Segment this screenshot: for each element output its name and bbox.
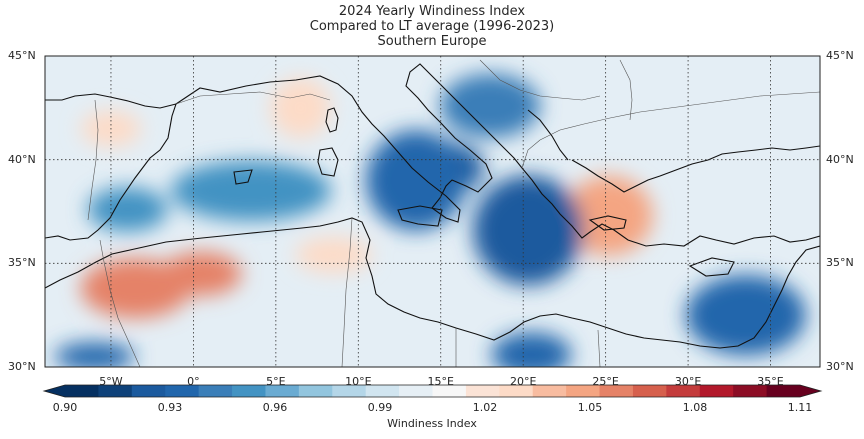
lat-label-left: 40°N bbox=[8, 152, 36, 166]
colorbar-extend-low bbox=[44, 385, 65, 397]
lat-label-right: 40°N bbox=[826, 152, 854, 166]
anomaly-blob bbox=[161, 251, 242, 296]
lon-label: 20°E bbox=[509, 375, 537, 388]
colorbar-swatch bbox=[131, 385, 166, 397]
title-block: 2024 Yearly Windiness Index Compared to … bbox=[0, 4, 864, 49]
anomaly-blob bbox=[87, 187, 168, 232]
lon-label: 5°W bbox=[99, 375, 123, 388]
lon-label: 10°E bbox=[345, 375, 372, 388]
colorbar-swatch bbox=[65, 385, 99, 397]
lon-label: 35°E bbox=[757, 375, 784, 388]
colorbar-label: Windiness Index bbox=[387, 417, 477, 430]
lat-label-right: 35°N bbox=[826, 256, 854, 270]
colorbar-tick-label: 0.93 bbox=[157, 401, 183, 414]
anomaly-blob bbox=[473, 175, 584, 286]
colorbar-swatch bbox=[265, 385, 300, 397]
borders bbox=[87, 59, 820, 367]
title-line-3: Southern Europe bbox=[377, 34, 487, 49]
title-line-2: Compared to LT average (1996-2023) bbox=[309, 19, 555, 34]
colorbar-swatch bbox=[532, 385, 567, 397]
anomaly-blob bbox=[270, 77, 331, 138]
colorbar-swatch bbox=[365, 385, 400, 397]
lon-label: 15°E bbox=[427, 375, 454, 388]
anomaly-blob bbox=[171, 160, 332, 221]
anomaly-blob bbox=[491, 332, 572, 367]
title-line-1: 2024 Yearly Windiness Index bbox=[338, 4, 526, 19]
colorbar-swatch bbox=[198, 385, 233, 397]
lon-label: 0° bbox=[187, 375, 200, 388]
coastlines bbox=[45, 63, 820, 349]
colorbar-tick-label: 1.02 bbox=[472, 401, 498, 414]
colorbar-outline bbox=[42, 384, 823, 398]
colorbar-tick-label: 0.96 bbox=[262, 401, 288, 414]
windiness-field bbox=[45, 56, 820, 367]
lon-label: 25°E bbox=[592, 375, 619, 388]
colorbar-swatch bbox=[332, 385, 367, 397]
colorbar bbox=[42, 384, 823, 398]
map-frame bbox=[44, 55, 821, 368]
lon-label: 5°E bbox=[266, 375, 286, 388]
colorbar-tick-label: 1.11 bbox=[787, 401, 813, 414]
colorbar-tick-label: 0.90 bbox=[52, 401, 78, 414]
colorbar-swatch bbox=[566, 385, 601, 397]
colorbar-extend-high bbox=[800, 385, 821, 397]
lon-label: 30°E bbox=[674, 375, 702, 388]
colorbar-swatch bbox=[699, 385, 734, 397]
colorbar-swatch bbox=[432, 385, 467, 397]
colorbar-tick-label: 1.05 bbox=[577, 401, 603, 414]
colorbar-swatch bbox=[98, 385, 133, 397]
colorbar-swatch bbox=[499, 385, 534, 397]
colorbar-swatch bbox=[232, 385, 266, 397]
colorbar-swatch bbox=[465, 385, 500, 397]
lat-label-right: 30°N bbox=[826, 360, 854, 373]
anomaly-blob bbox=[54, 342, 135, 367]
colorbar-tick-label: 1.08 bbox=[682, 401, 708, 414]
gridlines bbox=[45, 56, 820, 367]
colorbar-tick-label: 0.99 bbox=[367, 401, 393, 414]
lat-label-left: 35°N bbox=[8, 256, 36, 270]
lat-label-left: 45°N bbox=[8, 49, 36, 62]
colorbar-swatch bbox=[165, 385, 200, 397]
colorbar-swatch bbox=[632, 385, 667, 397]
colorbar-swatch bbox=[666, 385, 701, 397]
colorbar-swatch bbox=[599, 385, 634, 397]
colorbar-swatch bbox=[298, 385, 333, 397]
anomaly-blob bbox=[295, 237, 372, 274]
lat-label-right: 45°N bbox=[826, 49, 854, 62]
lat-label-left: 30°N bbox=[8, 360, 36, 373]
colorbar-swatch bbox=[766, 385, 801, 397]
anomaly-blob bbox=[685, 275, 806, 356]
colorbar-swatch bbox=[399, 385, 433, 397]
colorbar-swatch bbox=[733, 385, 768, 397]
anomaly-blob bbox=[440, 73, 541, 138]
